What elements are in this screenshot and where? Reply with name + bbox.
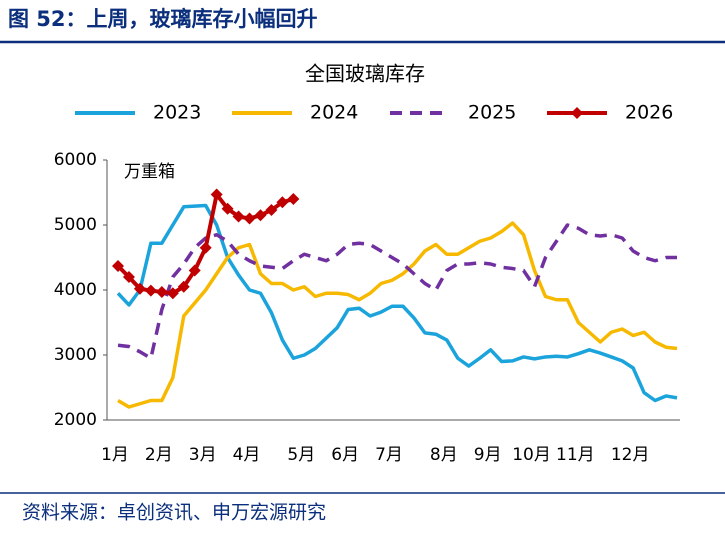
legend-marker: [571, 107, 583, 119]
x-tick-label: 3月: [189, 445, 217, 465]
x-tick-label: 1月: [101, 445, 129, 465]
x-tick-label: 4月: [233, 445, 261, 465]
chart-title: 全国玻璃库存: [305, 62, 425, 86]
line-2025: [117, 223, 677, 360]
line-2023: [116, 203, 678, 403]
point-marker: [166, 287, 179, 300]
y-tick-label: 3000: [54, 345, 97, 365]
point-marker: [112, 259, 124, 272]
y-tick-label: 5000: [54, 215, 97, 235]
point-marker: [133, 282, 146, 295]
point-marker: [144, 284, 157, 297]
point-marker: [122, 271, 135, 283]
point-marker: [243, 212, 256, 225]
point-marker: [232, 210, 245, 223]
legend-label: 2023: [153, 102, 201, 124]
line-2024: [117, 221, 678, 409]
x-tick-label: 10月: [512, 445, 551, 465]
figure-title: 图 52：上周，玻璃库存小幅回升: [8, 7, 318, 31]
y-tick-label: 2000: [54, 410, 97, 430]
x-tick-label: 7月: [375, 445, 403, 465]
point-marker: [221, 202, 234, 215]
x-tick-label: 6月: [331, 445, 359, 465]
point-marker: [276, 196, 289, 209]
y-tick-label: 6000: [54, 150, 97, 170]
x-tick-label: 11月: [556, 445, 595, 465]
source: 资料来源：卓创资讯、申万宏源研究: [22, 502, 326, 524]
x-tick-label: 8月: [430, 445, 458, 465]
x-tick-label: 9月: [474, 445, 502, 465]
legend-label: 2024: [310, 102, 358, 124]
point-marker: [210, 188, 223, 201]
point-marker: [188, 264, 201, 277]
legend-label: 2025: [468, 102, 516, 124]
point-marker: [265, 204, 278, 217]
legend-label: 2026: [625, 102, 673, 124]
y-tick-label: 4000: [54, 280, 97, 300]
x-tick-label: 5月: [287, 445, 315, 465]
point-marker: [155, 285, 168, 298]
point-marker: [287, 193, 300, 205]
point-marker: [254, 209, 267, 222]
x-tick-label: 12月: [611, 445, 650, 465]
y-axis-label: 万重箱: [124, 162, 175, 182]
point-marker: [199, 241, 212, 254]
point-marker: [177, 280, 190, 293]
x-tick-label: 2月: [145, 445, 173, 465]
